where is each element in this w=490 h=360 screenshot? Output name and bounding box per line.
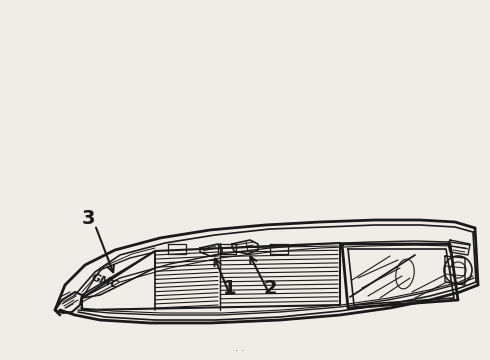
Text: . .: . .: [235, 343, 245, 353]
Text: 1: 1: [223, 279, 237, 297]
Text: GMC: GMC: [90, 273, 120, 291]
Text: 3: 3: [81, 208, 95, 228]
Text: 2: 2: [263, 279, 277, 297]
